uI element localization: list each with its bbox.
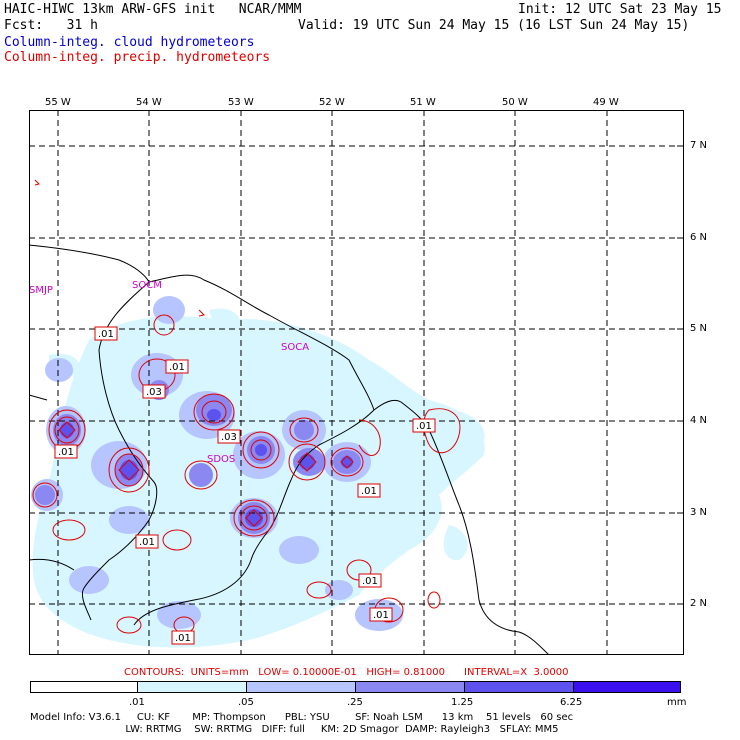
contour-label: .01 [135,534,159,549]
svg-text:.03: .03 [221,432,237,443]
contour-label: .01 [369,607,393,622]
map-canvas: .01 .01 .03 .01 .03 .01 .01 .01 .01 .01 … [29,110,684,655]
legend-units: mm [667,697,687,708]
contour-label: .01 [165,359,189,374]
contour-info: CONTOURS: UNITS=mm LOW= 0.10000E-01 HIGH… [124,667,569,678]
lat-label-2n: 2 N [690,598,708,609]
field-precip-label: Column-integ. precip. hydrometeors [4,50,271,65]
svg-text:.01: .01 [139,537,155,548]
contour-label: .01 [358,573,382,588]
station-socm: SOCM [132,280,162,291]
lon-label-50w: 50 W [502,97,528,108]
contour-label: .01 [171,630,195,645]
contour-label: .03 [217,429,241,444]
contour-label: .01 [357,483,381,498]
svg-text:.01: .01 [416,421,432,432]
legend-swatch-2 [137,681,247,693]
station-sdos: SDOS [207,454,235,465]
legend-swatch-4 [355,681,465,693]
svg-text:.01: .01 [361,486,377,497]
contour-label: .01 [412,418,436,433]
legend-tick-625: 6.25 [560,697,583,708]
lat-lon-grid [29,110,684,655]
station-smjp: SMJP [29,285,53,296]
model-info-line1: Model Info: V3.6.1 CU: KF MP: Thompson P… [30,712,574,723]
contour-label-group: .01 .01 .03 .01 .03 .01 .01 .01 .01 .01 … [54,326,436,645]
svg-text:.01: .01 [362,576,378,587]
lat-label-7n: 7 N [690,140,708,151]
contour-label: .01 [54,444,78,459]
init-time: Init: 12 UTC Sat 23 May 15 [518,2,722,17]
legend-tick-25: .25 [347,697,363,708]
model-info-line2: LW: RRTMG SW: RRTMG DIFF: full KM: 2D Sm… [30,724,559,735]
lon-label-54w: 54 W [136,97,162,108]
lon-label-53w: 53 W [228,97,254,108]
lon-label-52w: 52 W [319,97,345,108]
lat-label-5n: 5 N [690,323,708,334]
lat-label-6n: 6 N [690,232,708,243]
station-soca: SOCA [281,342,309,353]
svg-text:.03: .03 [146,387,162,398]
svg-text:.01: .01 [98,329,114,340]
legend-tick-05: .05 [238,697,254,708]
legend-swatch-3 [246,681,356,693]
legend-tick-01: .01 [129,697,145,708]
svg-text:.01: .01 [373,610,389,621]
forecast-hour: Fcst: 31 h [4,18,98,33]
lon-label-55w: 55 W [45,97,71,108]
field-cloud-label: Column-integ. cloud hydrometeors [4,35,255,50]
legend-swatch-5 [464,681,574,693]
lon-label-51w: 51 W [410,97,436,108]
contour-label: .01 [94,326,118,341]
legend-swatch-6 [573,681,681,693]
svg-text:.01: .01 [175,633,191,644]
svg-text:.01: .01 [58,447,74,458]
plot-title: HAIC-HIWC 13km ARW-GFS init NCAR/MMM [4,2,302,17]
lat-label-4n: 4 N [690,415,708,426]
valid-time: Valid: 19 UTC Sun 24 May 15 (16 LST Sun … [298,18,690,33]
svg-text:.01: .01 [169,362,185,373]
legend-tick-125: 1.25 [451,697,474,708]
lat-label-3n: 3 N [690,507,708,518]
legend-swatch-1 [30,681,138,693]
lon-label-49w: 49 W [593,97,619,108]
contour-label: .03 [142,384,166,399]
